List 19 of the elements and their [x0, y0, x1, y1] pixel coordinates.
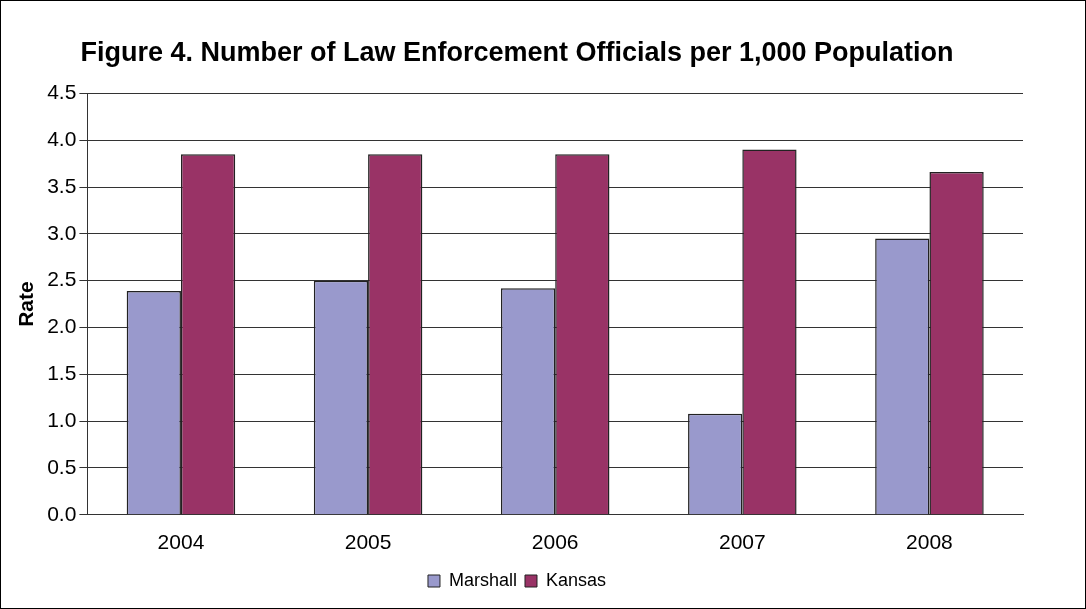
- legend-label: Marshall: [448, 569, 517, 590]
- legend-label: Kansas: [545, 569, 607, 590]
- y-tick-label: 4.0: [47, 127, 77, 151]
- chart-title: Figure 4. Number of Law Enforcement Officials per 1,000 Population: [80, 36, 954, 67]
- y-axis-title: Rate: [14, 281, 38, 327]
- x-tick-label: 2008: [906, 530, 953, 554]
- y-tick-label: 3.5: [47, 173, 77, 197]
- y-tick-label: 2.0: [47, 314, 77, 338]
- y-tick-label: 2.5: [47, 267, 77, 291]
- x-tick-label: 2007: [718, 530, 766, 554]
- y-tick-label: 4.5: [47, 80, 77, 104]
- x-tick-label: 2004: [157, 530, 205, 554]
- x-tick-label: 2006: [531, 530, 579, 554]
- y-tick-label: 3.0: [47, 220, 77, 244]
- y-tick-label: 0.5: [47, 454, 77, 478]
- x-tick-label: 2005: [344, 530, 392, 554]
- y-tick-label: 1.5: [47, 361, 77, 385]
- y-tick-label: 0.0: [47, 501, 77, 525]
- y-tick-label: 1.0: [47, 407, 77, 431]
